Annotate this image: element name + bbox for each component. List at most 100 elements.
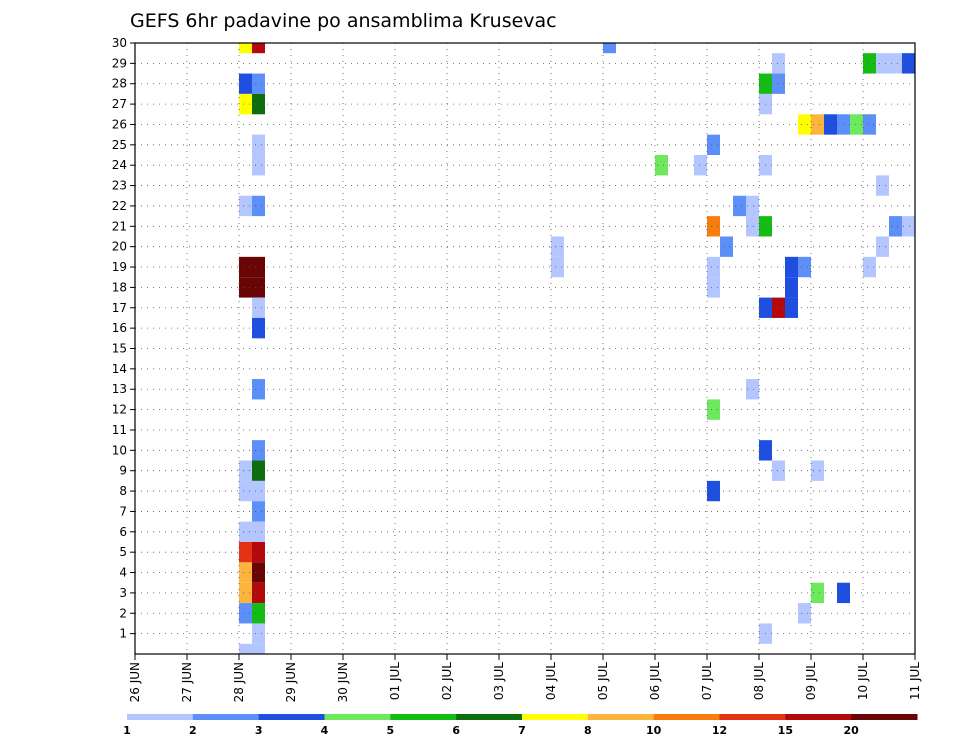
x-tick-label: 30 JUN [336, 662, 350, 702]
legend-swatch [192, 714, 260, 720]
chart-title: GEFS 6hr padavine po ansamblima Krusevac [130, 10, 557, 32]
heatmap-cell [252, 73, 265, 94]
y-tick-label: 11 [112, 423, 127, 437]
y-tick-label: 3 [119, 586, 127, 600]
legend-label: 2 [189, 724, 197, 737]
heatmap-cell [655, 155, 668, 176]
x-tick-label: 09 JUL [804, 662, 818, 700]
legend-label: 5 [387, 724, 395, 737]
y-tick-label: 10 [112, 443, 127, 457]
x-tick-label: 02 JUL [440, 662, 454, 700]
heatmap-cell [252, 195, 265, 217]
heatmap-cell [707, 216, 720, 237]
legend-label: 4 [321, 724, 329, 737]
heatmap-cell [252, 317, 265, 339]
y-tick-label: 4 [119, 566, 127, 580]
heatmap-cell [603, 43, 616, 54]
x-tick-label: 29 JUN [284, 662, 298, 702]
legend-label: 15 [778, 724, 793, 737]
heatmap-cell [252, 155, 265, 176]
x-tick-label: 27 JUN [180, 662, 194, 702]
heatmap-cell [239, 541, 252, 563]
legend-swatch [258, 714, 325, 720]
legend-swatch [522, 714, 589, 720]
legend-label: 1 [123, 724, 131, 737]
heatmap-cell [876, 53, 889, 74]
heatmap-cell [785, 277, 798, 298]
x-tick-label: 11 JUL [908, 662, 922, 700]
heatmap-cell [252, 379, 265, 400]
y-tick-label: 18 [112, 280, 127, 294]
y-tick-label: 30 [112, 36, 127, 50]
heatmap-cell [707, 134, 720, 156]
legend-swatch [390, 714, 457, 720]
y-tick-label: 13 [112, 382, 127, 396]
legend-swatch [127, 714, 194, 720]
heatmap-cell [811, 114, 824, 135]
heatmap-cell [252, 134, 265, 156]
heatmap-cell [746, 379, 759, 400]
heatmap-cell [252, 623, 265, 644]
heatmap-cell [876, 236, 889, 257]
heatmap-cell [239, 256, 252, 278]
y-tick-label: 14 [112, 362, 127, 376]
y-tick-label: 24 [112, 158, 127, 172]
y-tick-label: 22 [112, 199, 127, 213]
legend-swatch [587, 714, 655, 720]
y-axis: 1234567891011121314151617181920212223242… [112, 36, 135, 641]
y-tick-label: 29 [112, 56, 127, 70]
heatmap-cell [863, 53, 876, 74]
heatmap-cell [863, 256, 876, 278]
x-tick-label: 05 JUL [596, 662, 610, 700]
heatmap-cell [551, 256, 564, 278]
y-tick-label: 25 [112, 138, 127, 152]
legend-swatch [324, 714, 391, 720]
heatmap-cell [239, 73, 252, 94]
legend-label: 8 [584, 724, 592, 737]
y-tick-label: 12 [112, 403, 127, 417]
heatmap-cell [239, 582, 252, 604]
color-legend: 1 2 3 4 5 6 7 8 10 12 15 20 [123, 714, 918, 737]
heatmap-cell [239, 480, 252, 502]
heatmap-cell [707, 399, 720, 420]
y-tick-label: 20 [112, 240, 127, 254]
heatmap-cell [252, 521, 265, 542]
heatmap-cell [239, 277, 252, 298]
y-tick-label: 1 [119, 627, 127, 641]
heatmap-cell [772, 53, 785, 74]
y-tick-label: 28 [112, 77, 127, 91]
x-axis: 26 JUN 27 JUN 28 JUN 29 JUN 30 JUN 01 JUL 02 J… [128, 654, 922, 702]
x-tick-label: 28 JUN [232, 662, 246, 702]
y-tick-label: 19 [112, 260, 127, 274]
heatmap-cell [863, 114, 876, 135]
heatmap-cell [252, 43, 265, 54]
heatmap-cell [239, 460, 252, 481]
legend-label: 6 [452, 724, 460, 737]
y-tick-label: 8 [119, 484, 127, 498]
legend-swatch [653, 714, 720, 720]
heatmap-cell [239, 43, 252, 54]
legend-label: 7 [518, 724, 526, 737]
heatmap-cell [252, 501, 265, 522]
heatmap-cell [252, 582, 265, 604]
heatmap-cell [707, 480, 720, 502]
heatmap-cell [785, 297, 798, 318]
heatmap-cell [239, 521, 252, 542]
heatmap-cell [252, 643, 265, 654]
heatmap-cell [252, 480, 265, 502]
heatmap-cell [772, 460, 785, 481]
y-tick-label: 16 [112, 321, 127, 335]
legend-label: 10 [646, 724, 662, 737]
x-tick-label: 06 JUL [648, 662, 662, 700]
y-tick-label: 26 [112, 117, 127, 131]
legend-swatch [719, 714, 786, 720]
heatmap-cell [824, 114, 837, 135]
y-tick-label: 15 [112, 342, 127, 356]
heatmap-cell [811, 460, 824, 481]
heatmap-cell [811, 582, 824, 604]
y-tick-label: 7 [119, 504, 127, 518]
heatmap-cells [239, 43, 915, 654]
x-tick-label: 01 JUL [388, 662, 402, 700]
heatmap-cell [252, 297, 265, 318]
